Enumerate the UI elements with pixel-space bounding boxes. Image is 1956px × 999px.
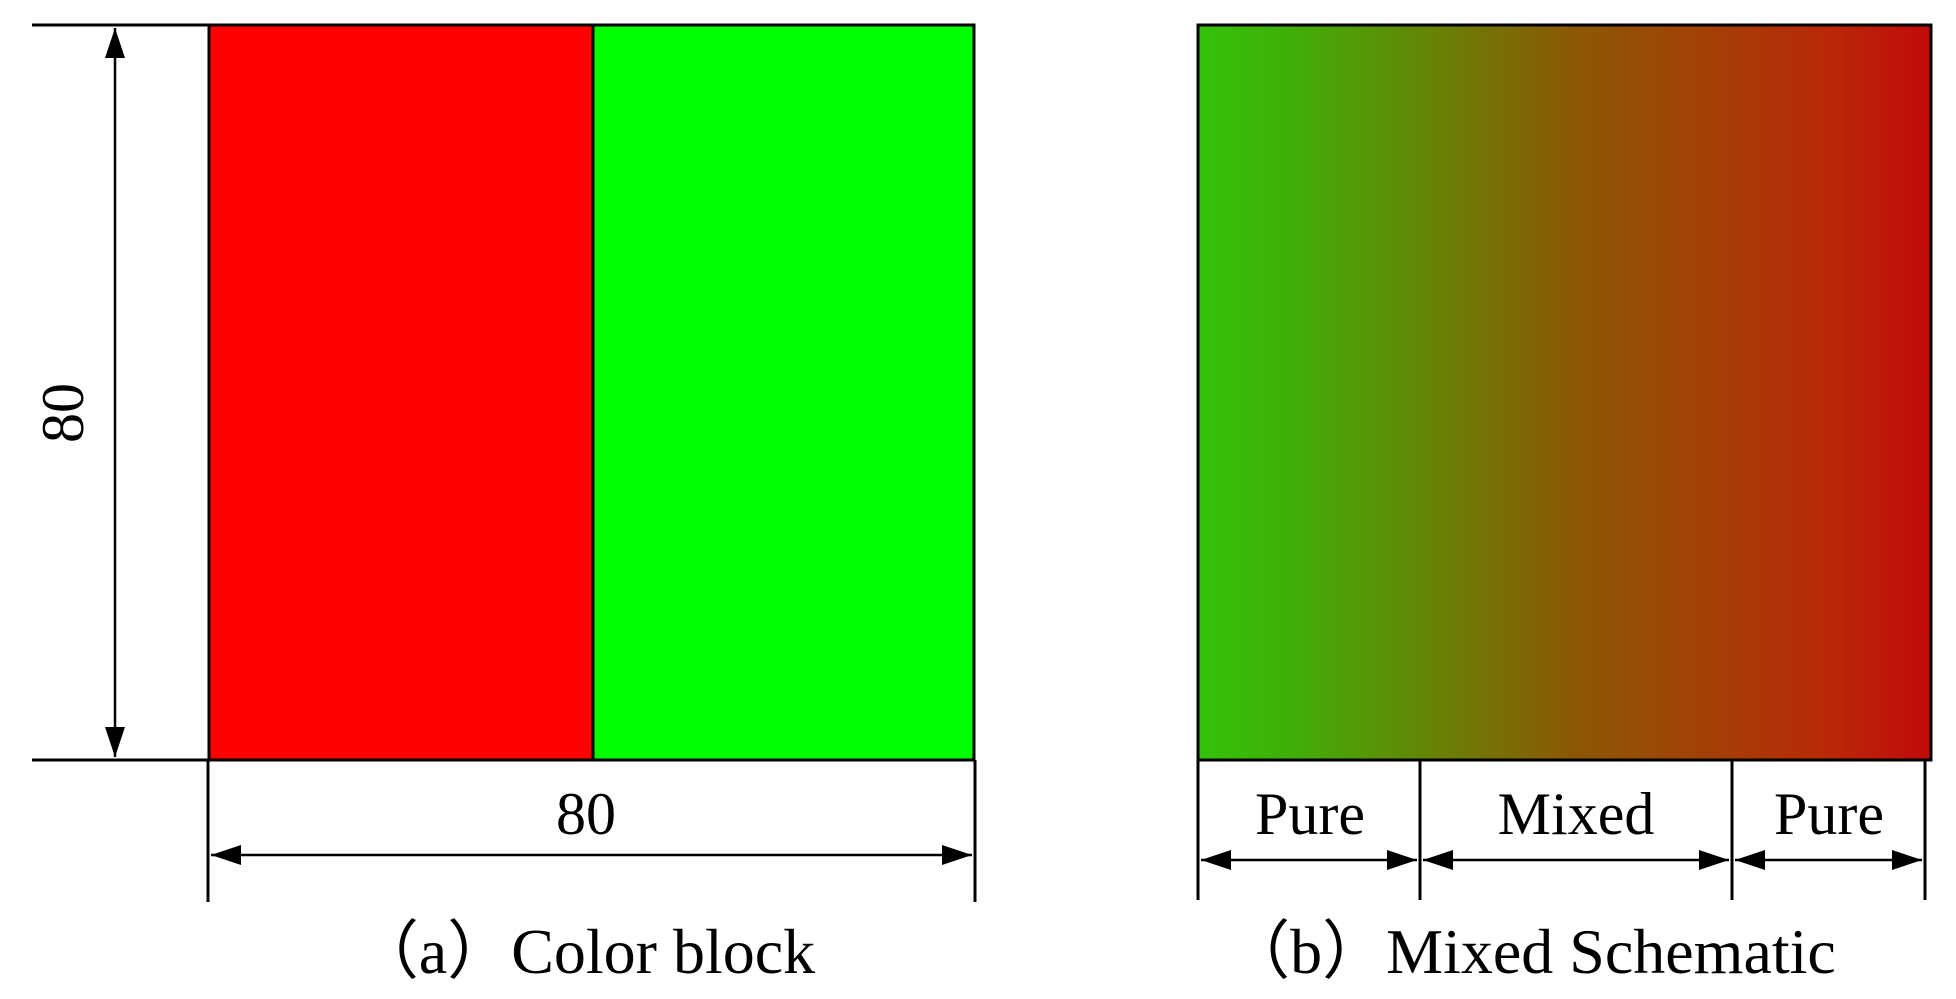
segment-label-pure-right: Pure [1774, 781, 1884, 847]
panel-b: Pure Mixed Pure （b）Mixed Schematic [1196, 23, 1933, 987]
height-dimension-label: 80 [30, 383, 96, 443]
mixed-gradient-block [1196, 23, 1933, 762]
caption-b: （b）Mixed Schematic [1226, 916, 1836, 987]
segment-label-pure-left: Pure [1255, 781, 1365, 847]
red-block [207, 23, 595, 762]
width-dimension-label: 80 [556, 781, 616, 847]
caption-a: （a）Color block [355, 916, 815, 987]
green-block [591, 23, 976, 762]
panel-a: 80 80 （a）Color block [30, 23, 977, 987]
segment-label-mixed: Mixed [1498, 781, 1655, 847]
